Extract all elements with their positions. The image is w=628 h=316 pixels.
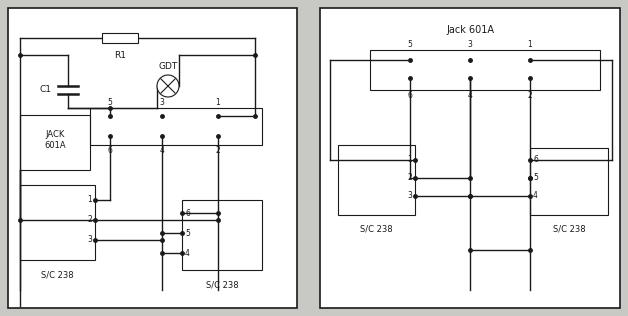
Text: R1: R1 <box>114 51 126 60</box>
Text: JACK
601A: JACK 601A <box>44 130 66 150</box>
Text: 5: 5 <box>408 40 413 49</box>
Bar <box>102 33 138 43</box>
Text: Jack 601A: Jack 601A <box>446 25 494 35</box>
Text: 1: 1 <box>87 196 92 204</box>
Bar <box>90 108 262 145</box>
Bar <box>320 8 620 308</box>
Circle shape <box>157 75 179 97</box>
Text: 3: 3 <box>160 98 165 107</box>
Text: 5: 5 <box>185 228 190 238</box>
Text: 2: 2 <box>407 173 412 183</box>
Text: C1: C1 <box>39 86 51 94</box>
Text: 6: 6 <box>107 146 112 155</box>
Text: 2: 2 <box>528 91 533 100</box>
Bar <box>338 145 415 215</box>
Text: S/C 238: S/C 238 <box>41 270 73 279</box>
Text: 4: 4 <box>533 191 538 200</box>
Text: S/C 238: S/C 238 <box>360 225 392 234</box>
Text: 5: 5 <box>533 173 538 183</box>
Text: 6: 6 <box>408 91 413 100</box>
Text: 1: 1 <box>528 40 533 49</box>
Text: 3: 3 <box>468 40 472 49</box>
Text: 3: 3 <box>87 235 92 245</box>
Text: 2: 2 <box>87 216 92 224</box>
Text: S/C 238: S/C 238 <box>206 280 238 289</box>
Bar <box>20 185 95 260</box>
Text: 2: 2 <box>215 146 220 155</box>
Text: 1: 1 <box>215 98 220 107</box>
Text: 1: 1 <box>407 155 412 165</box>
Text: 4: 4 <box>185 248 190 258</box>
Bar <box>530 148 608 215</box>
Text: 4: 4 <box>468 91 472 100</box>
Text: 4: 4 <box>160 146 165 155</box>
Bar <box>20 115 90 170</box>
Bar <box>8 8 297 308</box>
Text: 6: 6 <box>185 209 190 217</box>
Text: 5: 5 <box>107 98 112 107</box>
Text: S/C 238: S/C 238 <box>553 225 585 234</box>
Bar <box>182 200 262 270</box>
Text: 6: 6 <box>533 155 538 165</box>
Text: GDT: GDT <box>158 62 178 71</box>
Text: 3: 3 <box>407 191 412 200</box>
Bar <box>370 50 600 90</box>
